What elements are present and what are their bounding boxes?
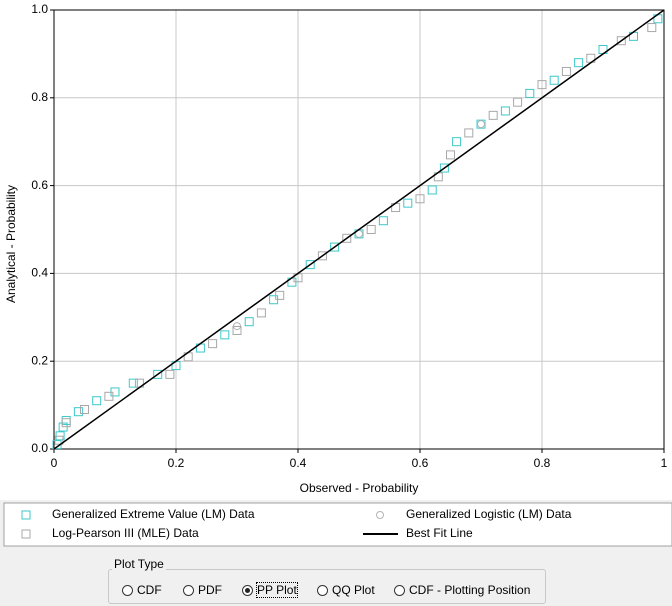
data-point: [549, 75, 559, 85]
plot-background: [0, 0, 672, 500]
radio-button[interactable]: [183, 584, 194, 596]
y-tick-label: 0.4: [31, 266, 48, 280]
y-tick-label: 0.2: [31, 353, 48, 367]
legend-swatch: [21, 529, 31, 539]
x-tick-label: 0.8: [534, 456, 551, 470]
legend-swatch: [21, 510, 31, 520]
y-tick-label: 0.0: [31, 441, 48, 455]
radio-option[interactable]: PP Plot: [242, 582, 298, 598]
radio-label: QQ Plot: [332, 583, 375, 597]
data-point: [232, 325, 242, 335]
data-point: [330, 242, 340, 252]
data-point: [500, 106, 510, 116]
data-point: [378, 216, 388, 226]
radio-option[interactable]: PDF: [183, 583, 222, 597]
data-point: [446, 150, 455, 160]
legend-label: Log-Pearson III (MLE) Data: [52, 526, 199, 540]
plot-type-group: [108, 569, 546, 604]
data-point: [561, 66, 571, 76]
data-point: [73, 407, 83, 417]
radio-label: CDF - Plotting Position: [409, 583, 531, 597]
x-tick-label: 0.6: [412, 456, 429, 470]
data-point: [415, 194, 425, 204]
legend-label: Generalized Logistic (LM) Data: [406, 507, 572, 521]
data-point: [488, 110, 498, 120]
radio-dot: [245, 587, 250, 593]
x-axis-title: Observed - Probability: [300, 481, 419, 495]
best-fit-line: [53, 9, 665, 450]
radio-button[interactable]: [394, 584, 405, 596]
data-point: [537, 80, 547, 90]
data-point: [305, 260, 315, 270]
radio-option[interactable]: CDF: [122, 583, 162, 597]
data-point: [342, 233, 352, 243]
data-point: [366, 225, 376, 234]
data-point: [525, 88, 535, 98]
x-tick-label: 0.2: [168, 456, 185, 470]
data-point: [208, 339, 218, 349]
legend-label: Best Fit Line: [406, 526, 473, 540]
y-tick-label: 0.6: [31, 178, 48, 192]
data-point: [439, 163, 449, 173]
data-point: [574, 58, 584, 68]
data-point: [244, 317, 254, 327]
data-point: [647, 23, 657, 33]
data-point: [427, 185, 437, 195]
x-tick-label: 0.4: [290, 456, 307, 470]
data-point: [464, 128, 474, 138]
data-point: [153, 369, 163, 379]
y-tick-label: 1.0: [31, 2, 48, 16]
data-point: [477, 120, 485, 129]
data-point: [128, 378, 138, 388]
chart: Observed - Probability Analytical - Prob…: [0, 0, 672, 547]
data-point: [54, 435, 64, 445]
y-tick-label: 0.8: [31, 90, 48, 104]
radio-label: PDF: [198, 583, 222, 597]
x-tick-label: 1: [661, 456, 668, 470]
legend-box: [3, 502, 672, 547]
radio-button[interactable]: [242, 584, 253, 596]
data-point: [317, 251, 327, 261]
radio-option[interactable]: CDF - Plotting Position: [394, 583, 530, 597]
data-point: [513, 97, 523, 107]
data-point: [104, 391, 114, 401]
data-point: [165, 369, 175, 379]
radio-button[interactable]: [122, 584, 133, 596]
plot-type-title: Plot Type: [112, 557, 166, 571]
data-point: [80, 404, 89, 414]
legend-label: Generalized Extreme Value (LM) Data: [52, 507, 255, 521]
plot-frame: [53, 9, 665, 450]
data-point: [256, 308, 266, 318]
data-point: [616, 36, 626, 46]
radio-label: CDF: [137, 583, 162, 597]
data-point: [92, 396, 102, 406]
data-point: [452, 137, 462, 147]
radio-button[interactable]: [317, 584, 328, 596]
data-point: [61, 418, 71, 428]
data-point: [403, 198, 413, 208]
radio-option[interactable]: QQ Plot: [317, 583, 375, 597]
radio-label: PP Plot: [256, 582, 298, 598]
x-tick-label: 0: [51, 456, 58, 470]
data-point: [275, 290, 285, 300]
data-point: [220, 330, 230, 340]
y-axis-title: Analytical - Probability: [4, 185, 18, 303]
legend-swatch: [376, 511, 384, 519]
